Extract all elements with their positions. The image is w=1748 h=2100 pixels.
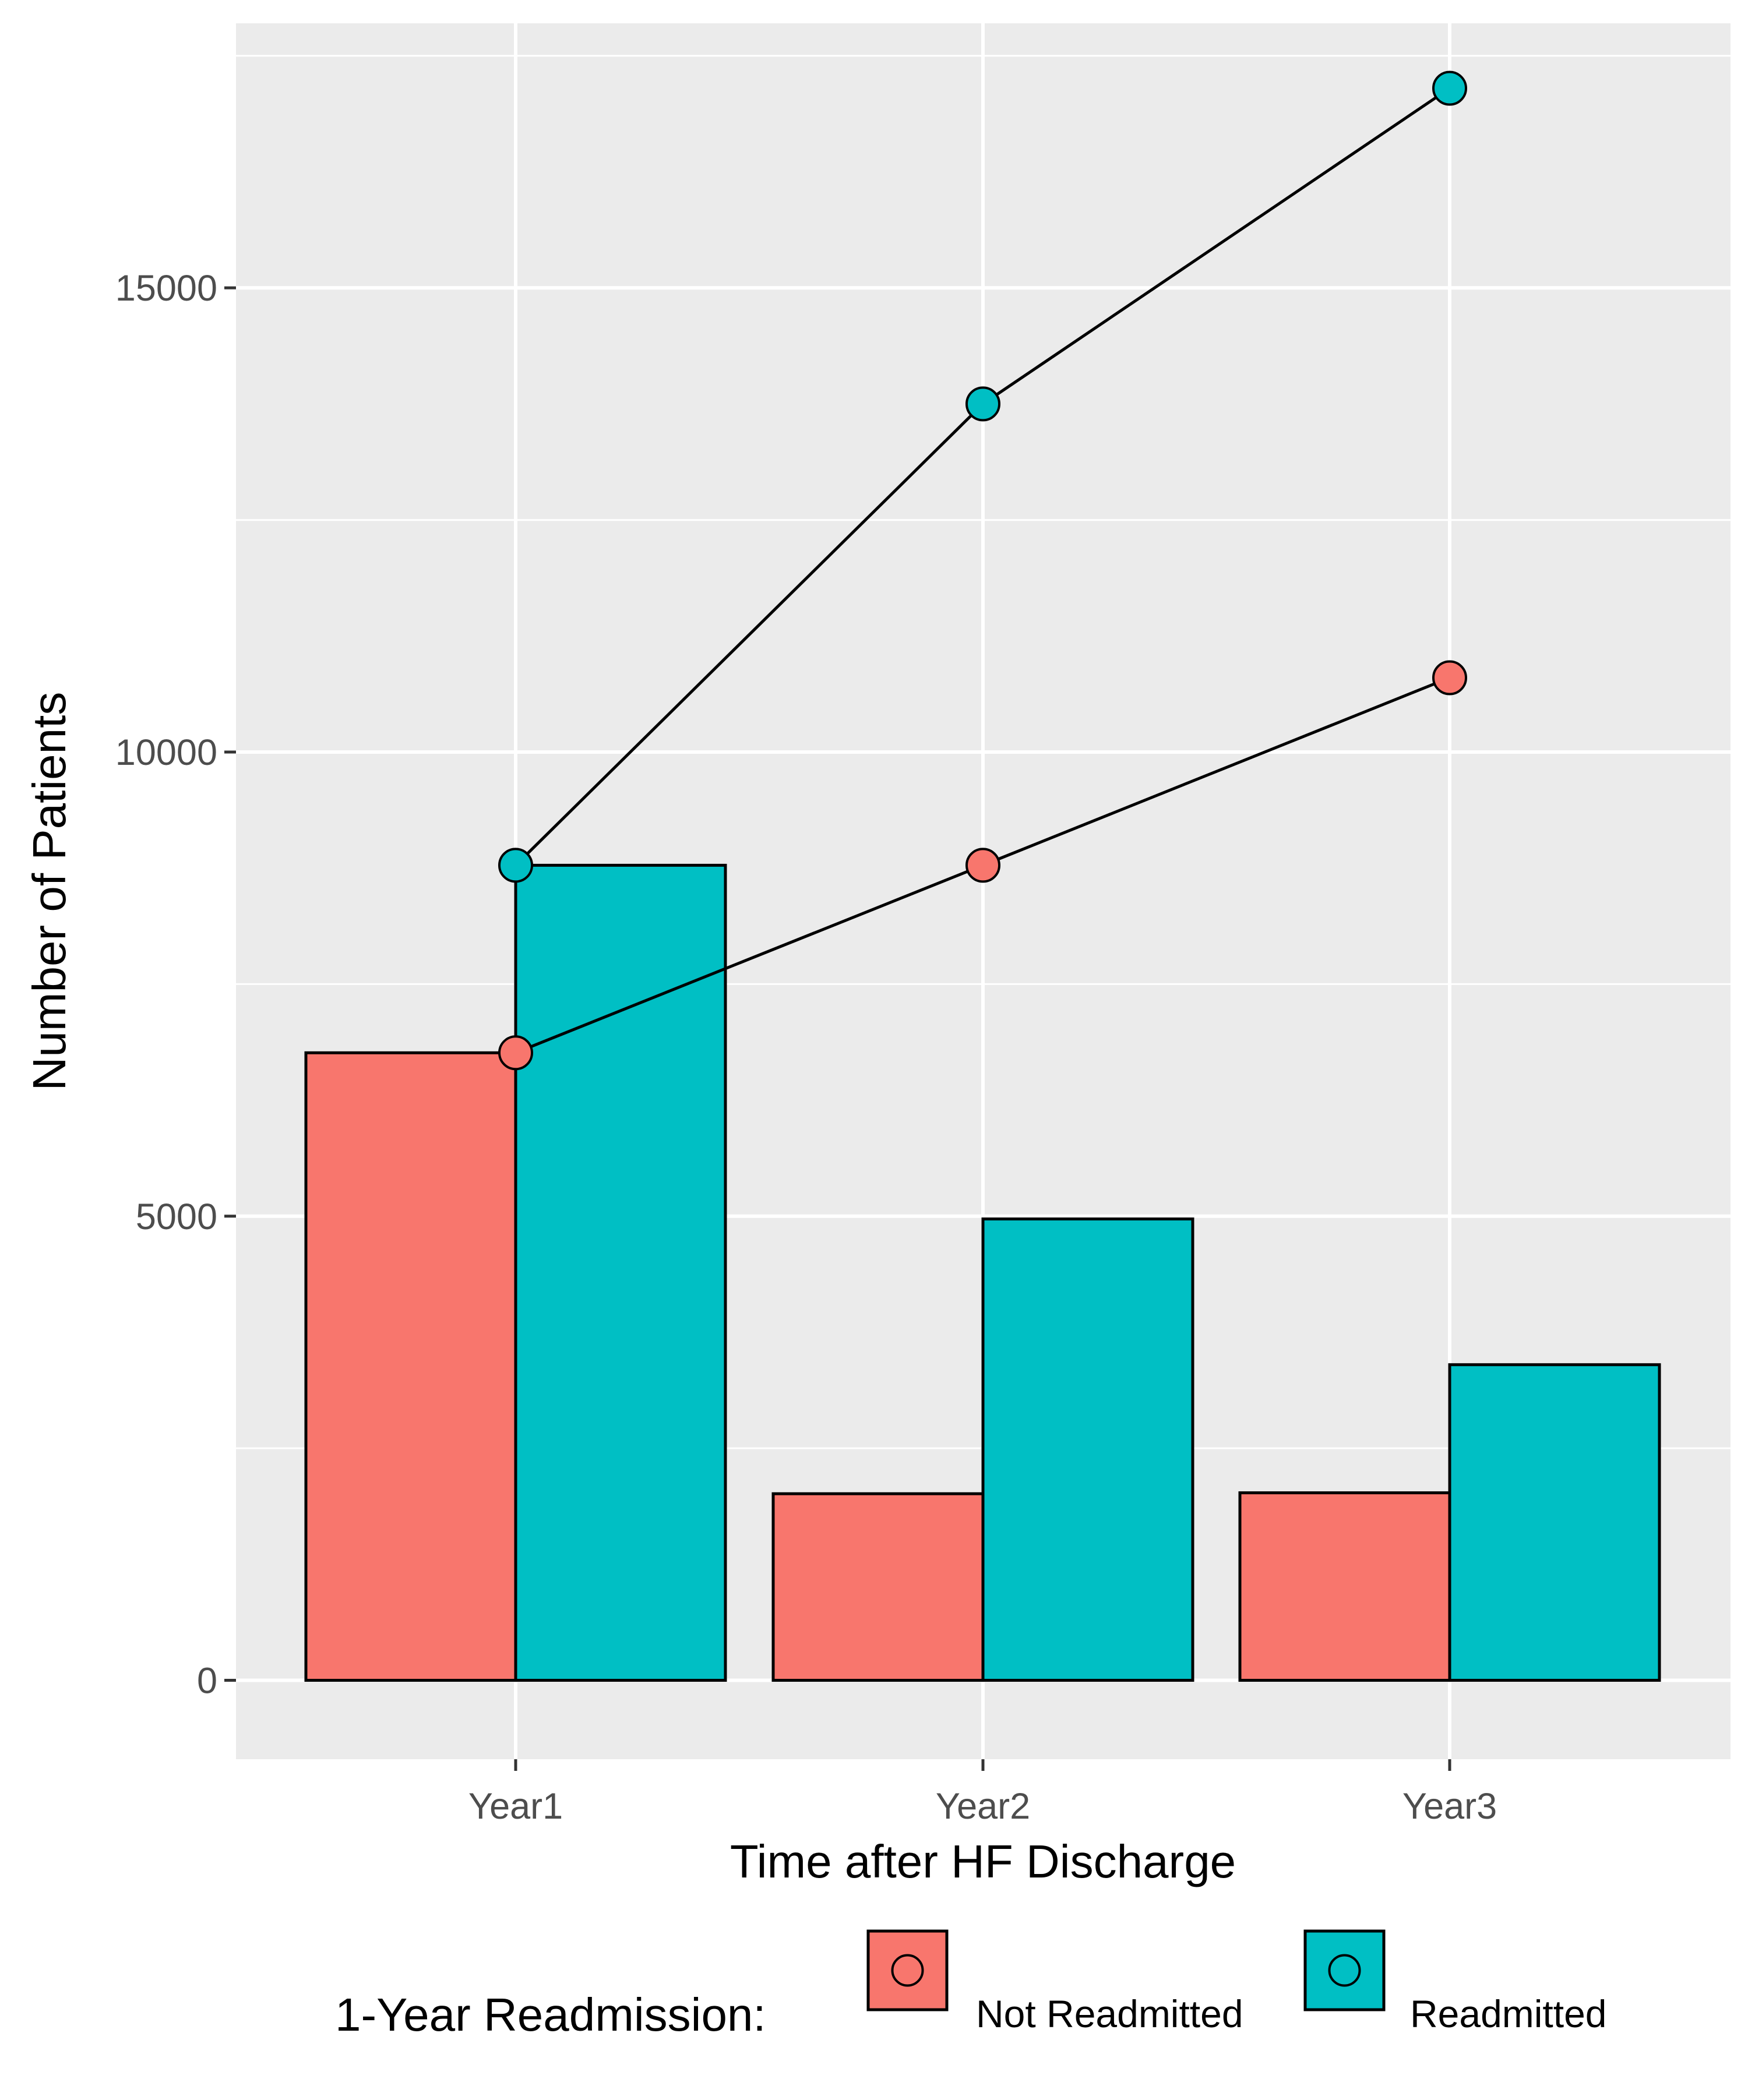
point-not-readmitted-year1	[498, 1035, 533, 1071]
legend-item-readmitted: Readmitted	[1303, 1929, 1607, 2035]
x-tick-label: Year2	[936, 1786, 1030, 1827]
legend-item-not-readmitted: Not Readmitted	[866, 1929, 1243, 2035]
y-tick-label: 5000	[136, 1197, 217, 1237]
point-not-readmitted-year3	[1432, 660, 1467, 696]
legend-title: 1-Year Readmission:	[335, 1989, 766, 2041]
bars	[304, 863, 1661, 1682]
legend: 1-Year Readmission: Not Readmitted Readmi…	[335, 1929, 1607, 2041]
y-tick-label: 10000	[115, 732, 217, 773]
point-not-readmitted-year2	[965, 848, 1000, 883]
bar-not-readmitted-year2	[771, 1492, 985, 1682]
y-tick-label: 15000	[115, 268, 217, 309]
bar-readmitted-year3	[1448, 1363, 1661, 1682]
point-readmitted-year3	[1432, 70, 1467, 106]
x-axis-title: Time after HF Discharge	[730, 1836, 1236, 1887]
y-axis: 0 5000 10000 15000	[115, 268, 236, 1702]
legend-key-point	[1328, 1954, 1361, 1987]
bar-not-readmitted-year3	[1238, 1491, 1451, 1682]
bar-readmitted-year2	[981, 1217, 1194, 1682]
legend-label: Not Readmitted	[976, 1992, 1243, 2035]
point-readmitted-year2	[965, 386, 1000, 422]
bar-readmitted-year1	[514, 863, 727, 1682]
y-axis-title: Number of Patients	[23, 692, 75, 1091]
x-tick-label: Year1	[468, 1786, 563, 1827]
y-tick-label: 0	[197, 1661, 217, 1702]
series-points	[498, 70, 1467, 1071]
point-readmitted-year1	[498, 848, 533, 883]
x-axis: Year1 Year2 Year3	[468, 1759, 1497, 1827]
bar-not-readmitted-year1	[304, 1051, 517, 1682]
x-tick-label: Year3	[1402, 1786, 1497, 1827]
legend-label: Readmitted	[1410, 1992, 1607, 2035]
legend-items: Not Readmitted Readmitted	[866, 1929, 1607, 2035]
legend-key-point	[891, 1954, 924, 1987]
